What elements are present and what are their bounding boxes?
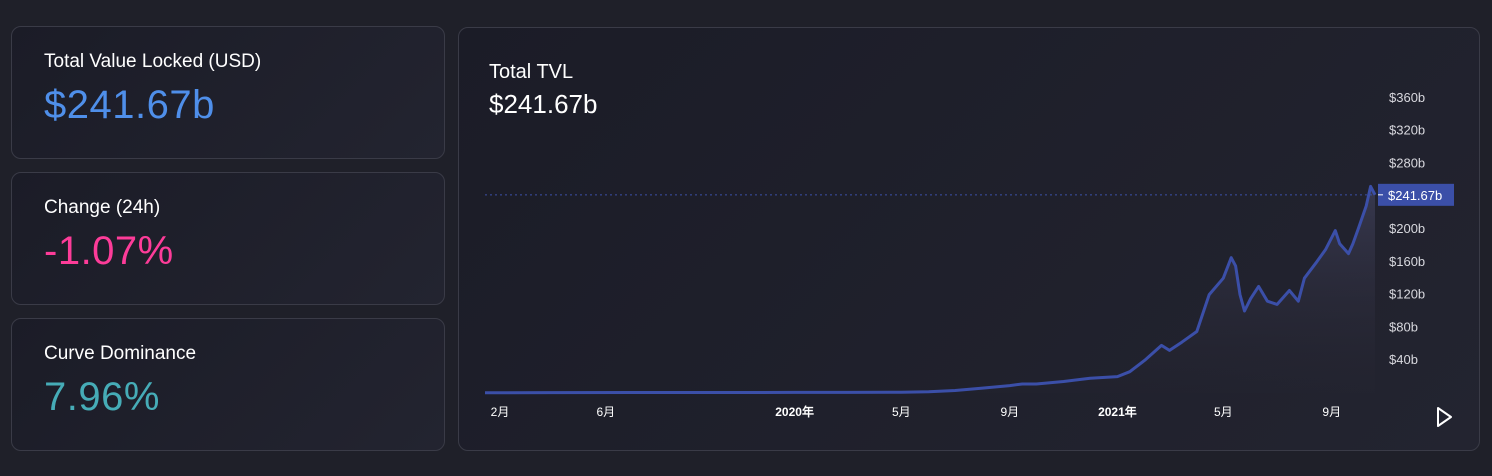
tvl-area xyxy=(485,186,1375,393)
y-tick-label: $280b xyxy=(1389,155,1425,170)
tvl-card: Total Value Locked (USD) $241.67b xyxy=(11,26,445,159)
y-tick-label: $320b xyxy=(1389,123,1425,138)
x-tick-label: 5月 xyxy=(1214,405,1233,419)
x-tick-label: 5月 xyxy=(892,405,911,419)
y-tick-label: $200b xyxy=(1389,221,1425,236)
y-tick-label: $80b xyxy=(1389,319,1418,334)
play-icon xyxy=(1437,407,1452,427)
change-value: -1.07% xyxy=(44,229,174,273)
last-value-label: $241.67b xyxy=(1388,188,1442,203)
y-tick-label: $120b xyxy=(1389,287,1425,302)
y-tick-label: $40b xyxy=(1389,352,1418,367)
y-tick-label: $360b xyxy=(1389,90,1425,105)
tvl-line xyxy=(484,184,1377,395)
play-button[interactable] xyxy=(1430,403,1458,431)
tvl-value: $241.67b xyxy=(44,83,215,127)
change-label: Change (24h) xyxy=(44,197,161,218)
x-tick-label: 9月 xyxy=(1000,405,1019,419)
x-tick-label: 9月 xyxy=(1322,405,1341,419)
dominance-value: 7.96% xyxy=(44,375,160,419)
change-card: Change (24h) -1.07% xyxy=(11,172,445,305)
chart-subtitle-value: $241.67b xyxy=(489,89,597,119)
dominance-label: Curve Dominance xyxy=(44,343,197,364)
x-tick-label: 2020年 xyxy=(775,404,814,419)
tvl-chart-card: Total TVL $241.67b $40b $80b $120b $160b $20… xyxy=(458,27,1480,451)
y-tick-label: $160b xyxy=(1389,254,1425,269)
x-tick-label: 2021年 xyxy=(1098,404,1137,419)
x-tick-label: 6月 xyxy=(596,405,615,419)
chart-title: Total TVL xyxy=(489,61,573,83)
tvl-chart[interactable]: Total TVL $241.67b $40b $80b $120b $160b $20… xyxy=(459,28,1479,450)
x-tick-label: 2月 xyxy=(491,405,510,419)
dominance-card: Curve Dominance 7.96% xyxy=(11,318,445,451)
tvl-label: Total Value Locked (USD) xyxy=(44,51,262,72)
last-value-badge xyxy=(1378,183,1454,206)
